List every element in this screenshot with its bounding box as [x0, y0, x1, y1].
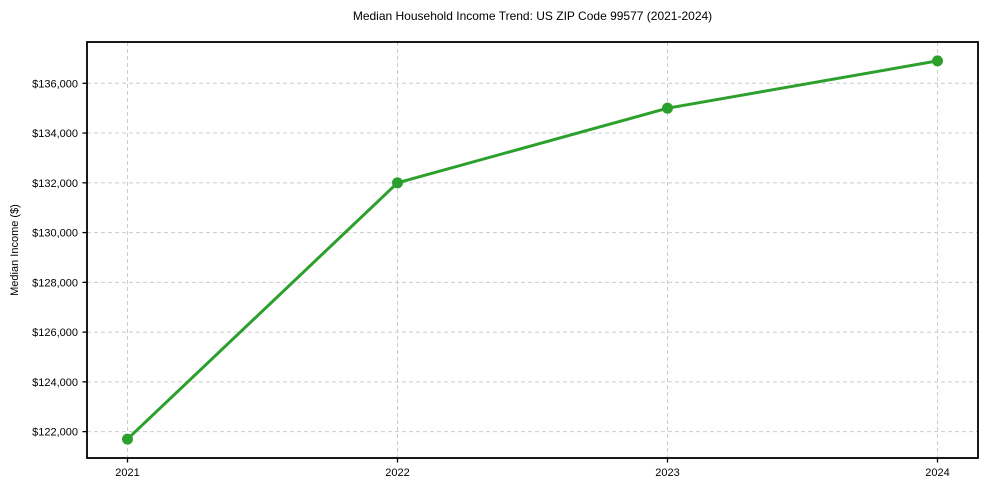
y-tick-label: $130,000: [32, 228, 78, 240]
y-tick-label: $134,000: [32, 128, 78, 140]
data-point-marker: [932, 55, 943, 67]
y-tick-label: $128,000: [32, 277, 78, 289]
x-tick-label: 2021: [115, 467, 139, 479]
y-tick-label: $122,000: [32, 427, 78, 439]
y-tick-label: $124,000: [32, 377, 78, 389]
x-tick-label: 2023: [655, 467, 679, 479]
data-point-marker: [662, 102, 673, 114]
y-tick-label: $132,000: [32, 178, 78, 190]
plot-border: [86, 41, 979, 459]
data-point-marker: [392, 177, 403, 189]
chart-title: Median Household Income Trend: US ZIP Co…: [352, 9, 713, 23]
data-point-marker: [122, 433, 133, 445]
y-tick-label: $136,000: [32, 78, 78, 90]
series-line: [126, 59, 939, 441]
x-tick-label: 2024: [925, 467, 949, 479]
x-tick-label: 2022: [385, 467, 409, 479]
y-tick-label: $126,000: [32, 327, 78, 339]
